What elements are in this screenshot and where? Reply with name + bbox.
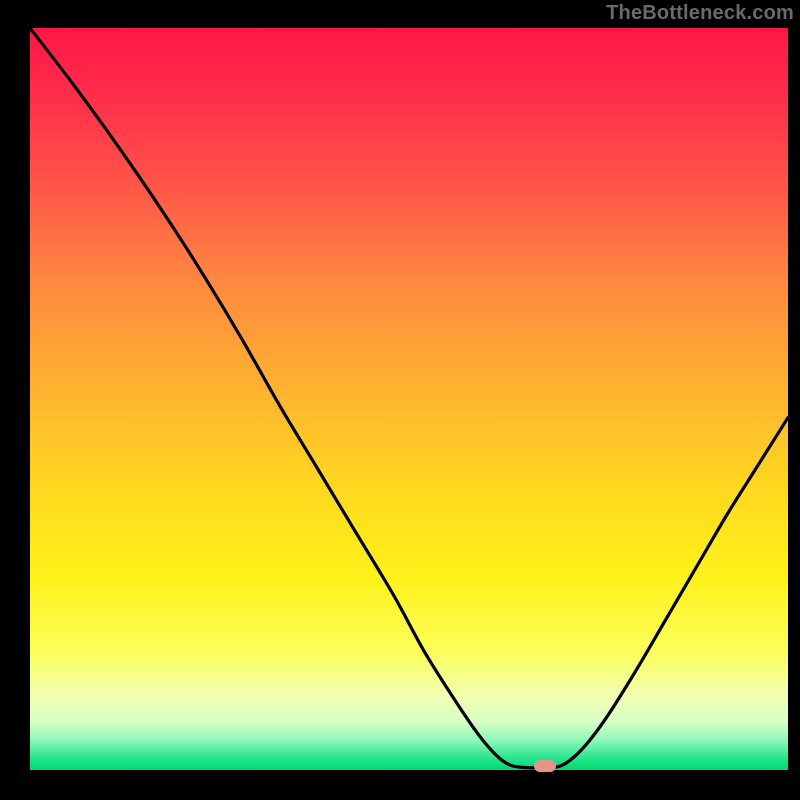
bottleneck-curve — [30, 28, 788, 770]
watermark-text: TheBottleneck.com — [606, 2, 794, 25]
optimal-marker — [534, 760, 556, 772]
plot-area — [30, 28, 788, 770]
curve-path — [30, 28, 788, 768]
chart-container: TheBottleneck.com — [0, 0, 800, 800]
